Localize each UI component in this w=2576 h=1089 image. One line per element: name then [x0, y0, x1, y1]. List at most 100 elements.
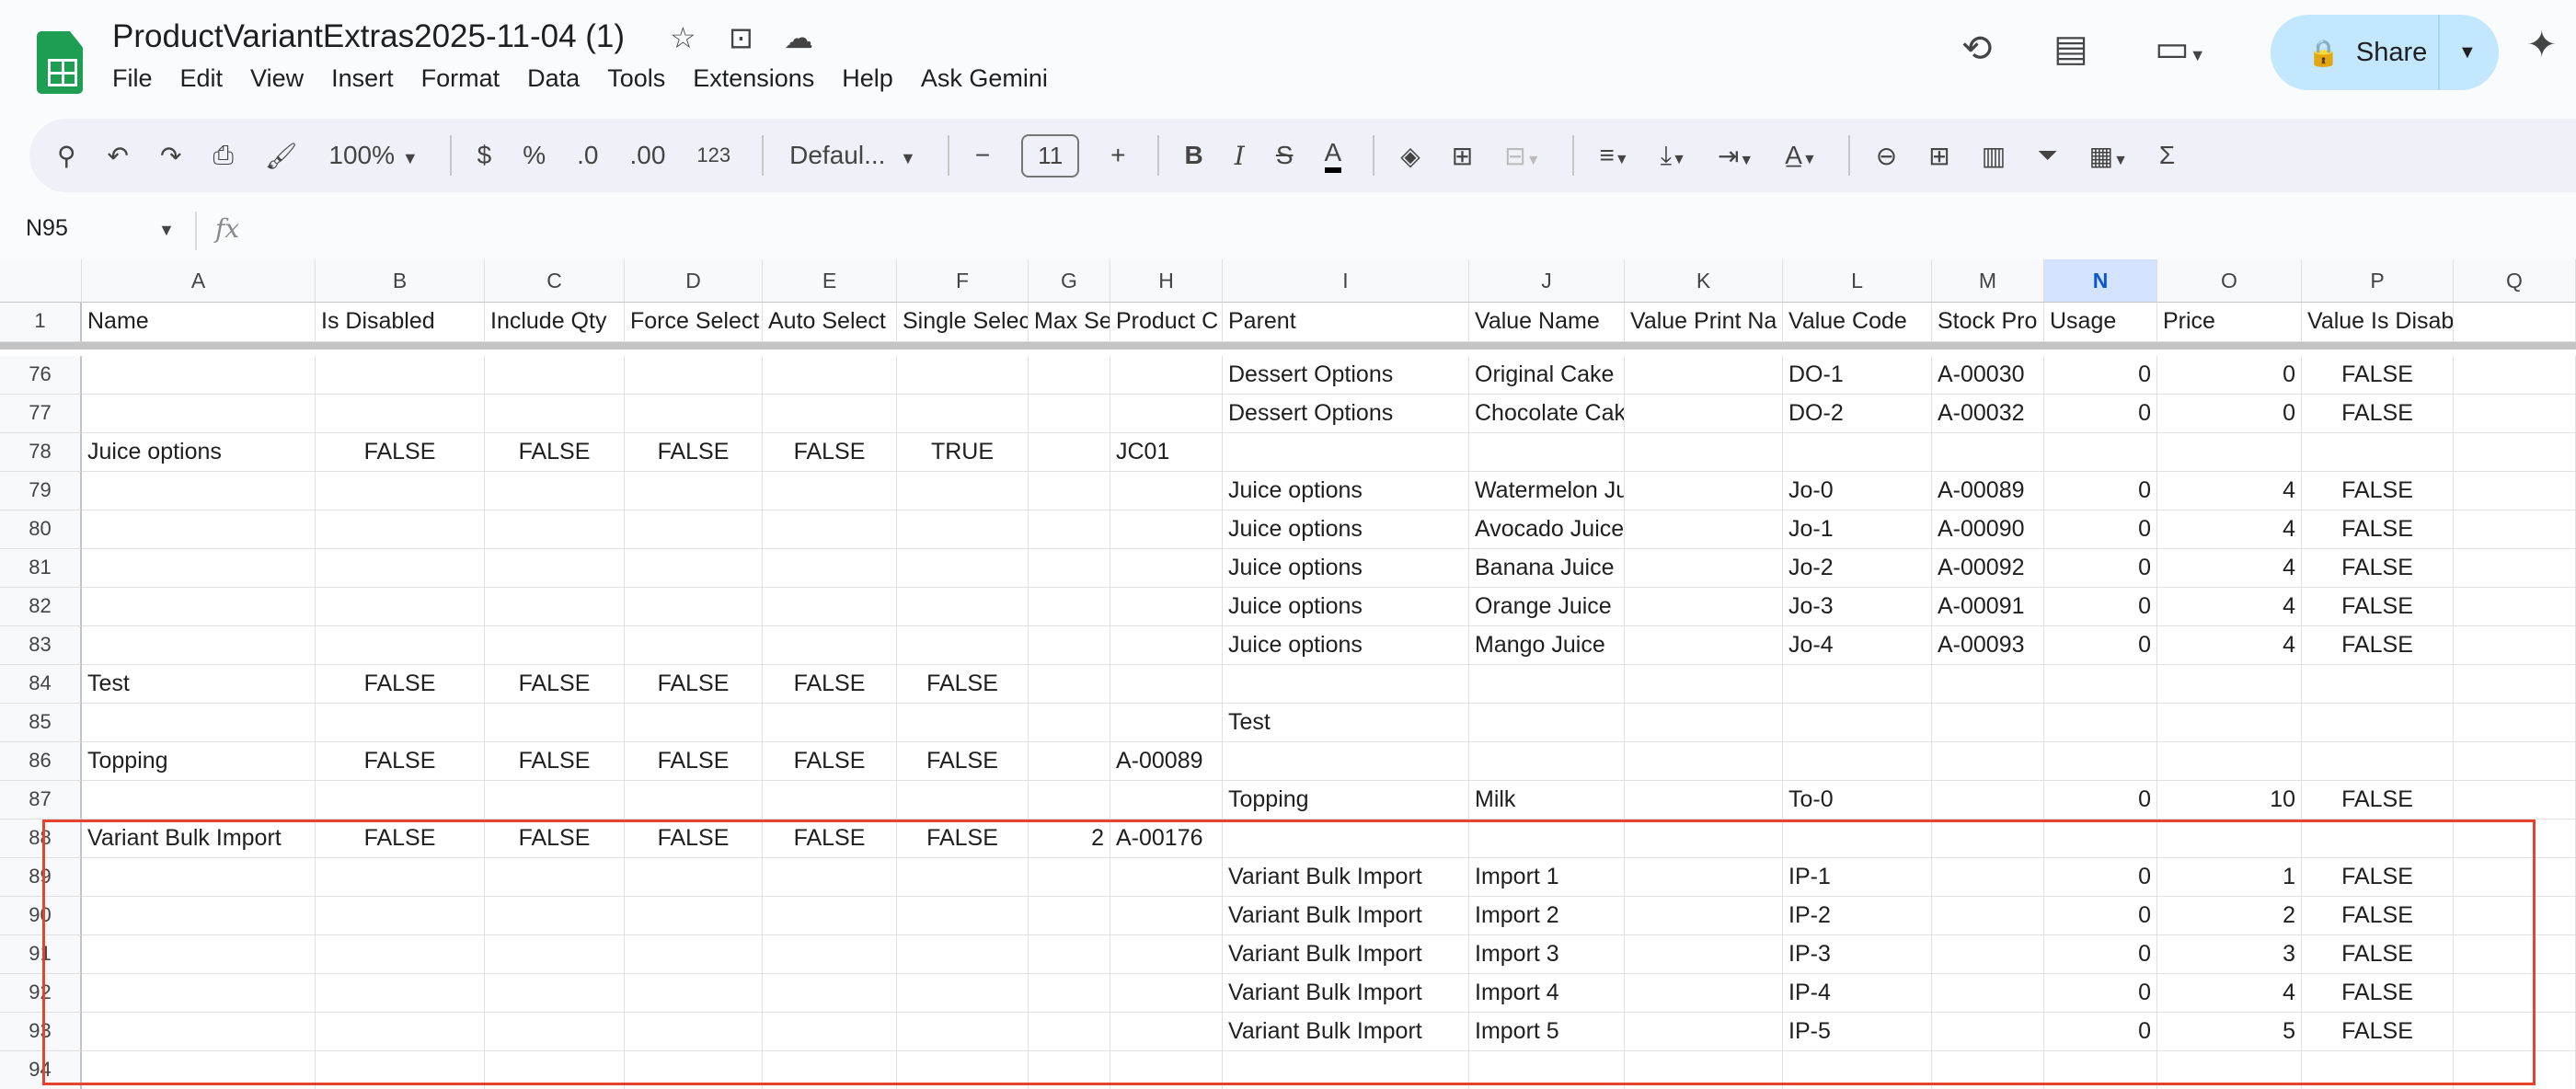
cell-n83[interactable]: 0: [2044, 626, 2157, 665]
cell-e89[interactable]: [763, 858, 897, 897]
cell-g81[interactable]: [1029, 549, 1110, 588]
cell-a83[interactable]: [82, 626, 316, 665]
cell-j78[interactable]: [1469, 433, 1625, 472]
row-header-85[interactable]: 85: [0, 704, 82, 742]
name-box-dropdown-icon[interactable]: ▼: [158, 221, 175, 239]
cell-b78[interactable]: FALSE: [316, 433, 485, 472]
cell-e82[interactable]: [763, 588, 897, 626]
cell-p82[interactable]: FALSE: [2302, 588, 2454, 626]
cell-e94[interactable]: [763, 1051, 897, 1089]
cell-c91[interactable]: [485, 935, 625, 974]
cell-b81[interactable]: [316, 549, 485, 588]
cell-g93[interactable]: [1029, 1013, 1110, 1051]
cell-k82[interactable]: [1625, 588, 1783, 626]
cell-b93[interactable]: [316, 1013, 485, 1051]
cell-p91[interactable]: FALSE: [2302, 935, 2454, 974]
cell-h78[interactable]: JC01: [1110, 433, 1223, 472]
cell-j81[interactable]: Banana Juice: [1469, 549, 1625, 588]
cell-p81[interactable]: FALSE: [2302, 549, 2454, 588]
cell-c76[interactable]: [485, 356, 625, 395]
gemini-icon[interactable]: ✦: [2526, 25, 2558, 65]
row-header-83[interactable]: 83: [0, 626, 82, 665]
cell-j83[interactable]: Mango Juice: [1469, 626, 1625, 665]
text-rotation-icon[interactable]: A̲▼: [1785, 141, 1817, 169]
cell-o81[interactable]: 4: [2157, 549, 2302, 588]
cell-e85[interactable]: [763, 704, 897, 742]
cell-d86[interactable]: FALSE: [625, 742, 763, 781]
cell-p90[interactable]: FALSE: [2302, 897, 2454, 935]
cell-q78[interactable]: [2454, 433, 2576, 472]
cell-h94[interactable]: [1110, 1051, 1223, 1089]
cell-f76[interactable]: [897, 356, 1029, 395]
cell-g90[interactable]: [1029, 897, 1110, 935]
cell-j87[interactable]: Milk: [1469, 781, 1625, 820]
cell-i84[interactable]: [1223, 665, 1469, 704]
cell-g82[interactable]: [1029, 588, 1110, 626]
cell-c93[interactable]: [485, 1013, 625, 1051]
cell-f92[interactable]: [897, 974, 1029, 1013]
row-header-82[interactable]: 82: [0, 588, 82, 626]
document-title[interactable]: ProductVariantExtras2025-11-04 (1): [112, 18, 626, 54]
cell-g94[interactable]: [1029, 1051, 1110, 1089]
cell-k92[interactable]: [1625, 974, 1783, 1013]
cell-e83[interactable]: [763, 626, 897, 665]
cell-d83[interactable]: [625, 626, 763, 665]
column-header-q[interactable]: Q: [2454, 259, 2576, 303]
cell-c79[interactable]: [485, 472, 625, 510]
cell-f83[interactable]: [897, 626, 1029, 665]
share-dropdown-icon[interactable]: ▼: [2458, 41, 2477, 63]
menu-file[interactable]: File: [112, 64, 153, 92]
cell-d85[interactable]: [625, 704, 763, 742]
font-select[interactable]: Defaul... ▼: [789, 141, 916, 169]
row-header-89[interactable]: 89: [0, 858, 82, 897]
cell-k78[interactable]: [1625, 433, 1783, 472]
cell-a91[interactable]: [82, 935, 316, 974]
cell-m1[interactable]: Stock Pro: [1932, 303, 2044, 342]
cell-p94[interactable]: [2302, 1051, 2454, 1089]
insert-chart-icon[interactable]: ▥: [1981, 141, 2007, 170]
column-header-l[interactable]: L: [1783, 259, 1932, 303]
cell-h1[interactable]: Product C: [1110, 303, 1223, 342]
cell-q77[interactable]: [2454, 395, 2576, 433]
cell-g84[interactable]: [1029, 665, 1110, 704]
cell-l79[interactable]: Jo-0: [1783, 472, 1932, 510]
cell-e81[interactable]: [763, 549, 897, 588]
cell-g89[interactable]: [1029, 858, 1110, 897]
cell-k80[interactable]: [1625, 510, 1783, 549]
column-header-e[interactable]: E: [763, 259, 897, 303]
cell-h80[interactable]: [1110, 510, 1223, 549]
cell-e76[interactable]: [763, 356, 897, 395]
cell-n93[interactable]: 0: [2044, 1013, 2157, 1051]
cell-i83[interactable]: Juice options: [1223, 626, 1469, 665]
row-header-90[interactable]: 90: [0, 897, 82, 935]
cell-p93[interactable]: FALSE: [2302, 1013, 2454, 1051]
cell-p87[interactable]: FALSE: [2302, 781, 2454, 820]
cell-q87[interactable]: [2454, 781, 2576, 820]
cell-j91[interactable]: Import 3: [1469, 935, 1625, 974]
strikethrough-icon[interactable]: S: [1275, 141, 1294, 169]
cell-b84[interactable]: FALSE: [316, 665, 485, 704]
cell-i86[interactable]: [1223, 742, 1469, 781]
cell-c85[interactable]: [485, 704, 625, 742]
cell-m84[interactable]: [1932, 665, 2044, 704]
frozen-row-divider[interactable]: [0, 342, 2576, 350]
currency-button[interactable]: $: [477, 141, 492, 169]
cell-m81[interactable]: A-00092: [1932, 549, 2044, 588]
cell-h83[interactable]: [1110, 626, 1223, 665]
formula-input[interactable]: [258, 208, 2558, 252]
cell-d90[interactable]: [625, 897, 763, 935]
bold-button[interactable]: B: [1184, 141, 1203, 169]
cell-n82[interactable]: 0: [2044, 588, 2157, 626]
cell-j80[interactable]: Avocado Juice: [1469, 510, 1625, 549]
cell-g86[interactable]: [1029, 742, 1110, 781]
cell-f80[interactable]: [897, 510, 1029, 549]
share-button[interactable]: 🔒 Share ▼: [2271, 15, 2499, 90]
cell-q82[interactable]: [2454, 588, 2576, 626]
cell-i81[interactable]: Juice options: [1223, 549, 1469, 588]
cell-i78[interactable]: [1223, 433, 1469, 472]
cell-o76[interactable]: 0: [2157, 356, 2302, 395]
cell-g83[interactable]: [1029, 626, 1110, 665]
column-header-g[interactable]: G: [1029, 259, 1110, 303]
cell-q1[interactable]: [2454, 303, 2576, 342]
cell-k84[interactable]: [1625, 665, 1783, 704]
